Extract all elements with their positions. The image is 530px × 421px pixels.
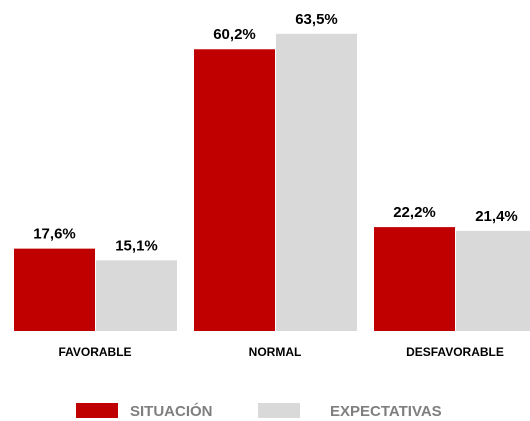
bar bbox=[194, 49, 275, 331]
value-label: 63,5% bbox=[295, 11, 338, 28]
x-tick-label: NORMAL bbox=[249, 345, 302, 359]
value-label: 15,1% bbox=[115, 237, 158, 254]
legend-swatch bbox=[258, 403, 300, 418]
bar bbox=[374, 227, 455, 331]
value-label: 21,4% bbox=[475, 208, 518, 225]
bar bbox=[96, 260, 177, 331]
bar bbox=[456, 230, 530, 331]
legend-label: SITUACIÓN bbox=[130, 402, 213, 420]
legend-swatch bbox=[76, 403, 118, 418]
value-label: 17,6% bbox=[33, 226, 76, 243]
value-label: 60,2% bbox=[213, 26, 256, 43]
legend-label: EXPECTATIVAS bbox=[330, 403, 442, 420]
value-label: 22,2% bbox=[393, 204, 436, 221]
bar bbox=[276, 33, 357, 331]
bar bbox=[14, 248, 95, 331]
x-tick-label: FAVORABLE bbox=[58, 345, 131, 359]
x-tick-label: DESFAVORABLE bbox=[406, 345, 504, 359]
